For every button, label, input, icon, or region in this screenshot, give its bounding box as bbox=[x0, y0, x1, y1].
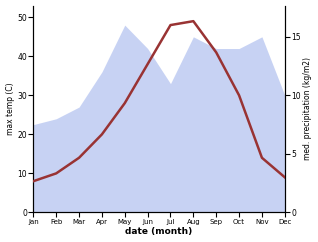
Y-axis label: max temp (C): max temp (C) bbox=[5, 83, 15, 135]
Y-axis label: med. precipitation (kg/m2): med. precipitation (kg/m2) bbox=[303, 58, 313, 160]
X-axis label: date (month): date (month) bbox=[125, 227, 193, 236]
